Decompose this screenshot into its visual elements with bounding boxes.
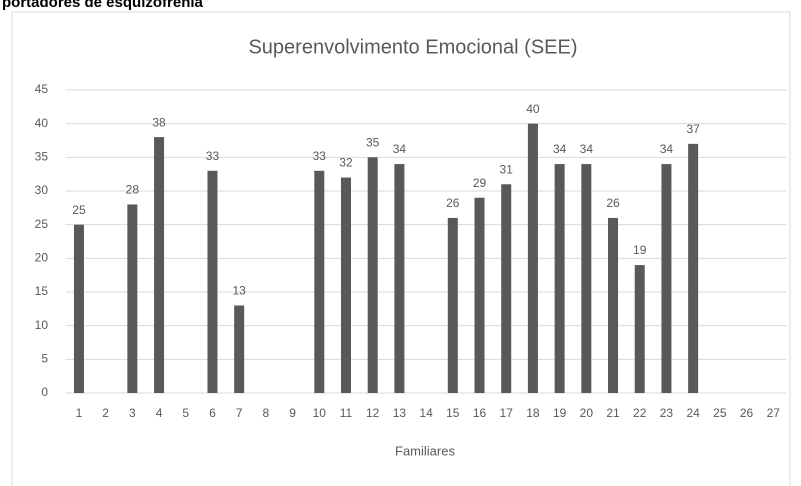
data-label: 34 — [580, 142, 594, 156]
x-tick-label: 14 — [419, 406, 433, 420]
x-tick-label: 11 — [340, 406, 353, 420]
x-tick-label: 23 — [660, 406, 674, 420]
data-label: 29 — [473, 176, 487, 190]
bar — [154, 137, 165, 393]
data-label: 26 — [446, 196, 460, 210]
bar — [661, 164, 672, 393]
y-tick-label: 40 — [35, 116, 49, 130]
x-tick-label: 20 — [580, 406, 594, 420]
x-tick-label: 6 — [209, 406, 216, 420]
data-label: 33 — [206, 149, 220, 163]
data-label: 26 — [606, 196, 620, 210]
chart-title: Superenvolvimento Emocional (SEE) — [248, 36, 577, 58]
data-label: 35 — [366, 136, 380, 150]
x-tick-label: 12 — [366, 406, 380, 420]
x-tick-label: 19 — [553, 406, 567, 420]
x-tick-label: 7 — [236, 406, 243, 420]
x-tick-label: 22 — [633, 406, 647, 420]
y-tick-label: 10 — [35, 318, 49, 332]
bar — [314, 170, 325, 393]
bar — [474, 197, 485, 393]
data-label: 38 — [152, 115, 166, 129]
x-tick-label: 16 — [473, 406, 487, 420]
bar — [234, 305, 245, 393]
x-tick-label: 17 — [500, 406, 514, 420]
x-tick-label: 4 — [156, 406, 163, 420]
bar — [688, 143, 699, 393]
bar — [608, 217, 619, 393]
x-tick-label: 27 — [767, 406, 781, 420]
bar — [340, 177, 351, 393]
x-tick-label: 26 — [740, 406, 754, 420]
x-axis-label: Familiares — [395, 443, 455, 458]
data-label: 19 — [633, 243, 647, 257]
data-label: 37 — [686, 122, 700, 136]
y-tick-label: 45 — [35, 82, 49, 96]
data-label: 13 — [232, 284, 246, 298]
bar — [367, 157, 378, 393]
x-tick-label: 21 — [606, 406, 620, 420]
data-label: 31 — [500, 162, 514, 176]
y-tick-label: 30 — [35, 183, 49, 197]
x-tick-label: 1 — [76, 406, 83, 420]
x-tick-label: 9 — [289, 406, 296, 420]
x-tick-label: 3 — [129, 406, 136, 420]
data-label: 33 — [313, 149, 327, 163]
bar — [527, 123, 538, 394]
x-tick-label: 10 — [313, 406, 327, 420]
x-tick-label: 24 — [686, 406, 700, 420]
y-tick-label: 20 — [35, 251, 49, 265]
x-tick-label: 25 — [713, 406, 727, 420]
y-tick-label: 0 — [41, 385, 48, 399]
data-label: 34 — [660, 142, 674, 156]
data-label: 40 — [526, 102, 540, 116]
bar — [501, 184, 512, 393]
bar — [127, 204, 138, 393]
data-label: 34 — [393, 142, 407, 156]
x-tick-label: 15 — [446, 406, 460, 420]
y-tick-label: 25 — [35, 217, 49, 231]
data-label: 34 — [553, 142, 567, 156]
bar — [73, 224, 84, 393]
data-label: 28 — [126, 183, 140, 197]
bar — [394, 164, 405, 393]
bar — [554, 164, 565, 393]
x-tick-label: 2 — [102, 406, 109, 420]
y-tick-label: 15 — [35, 284, 49, 298]
x-tick-label: 18 — [526, 406, 540, 420]
bar — [207, 170, 218, 393]
bar — [447, 217, 458, 393]
y-tick-label: 5 — [41, 352, 48, 366]
bar — [581, 164, 592, 393]
data-label: 32 — [339, 156, 353, 170]
page-heading: portadores de esquizofrenia — [2, 0, 204, 11]
x-tick-label: 13 — [393, 406, 407, 420]
data-label: 25 — [72, 203, 86, 217]
x-tick-label: 5 — [182, 406, 189, 420]
x-tick-label: 8 — [263, 406, 270, 420]
bar — [634, 265, 645, 393]
y-tick-label: 35 — [35, 150, 49, 164]
